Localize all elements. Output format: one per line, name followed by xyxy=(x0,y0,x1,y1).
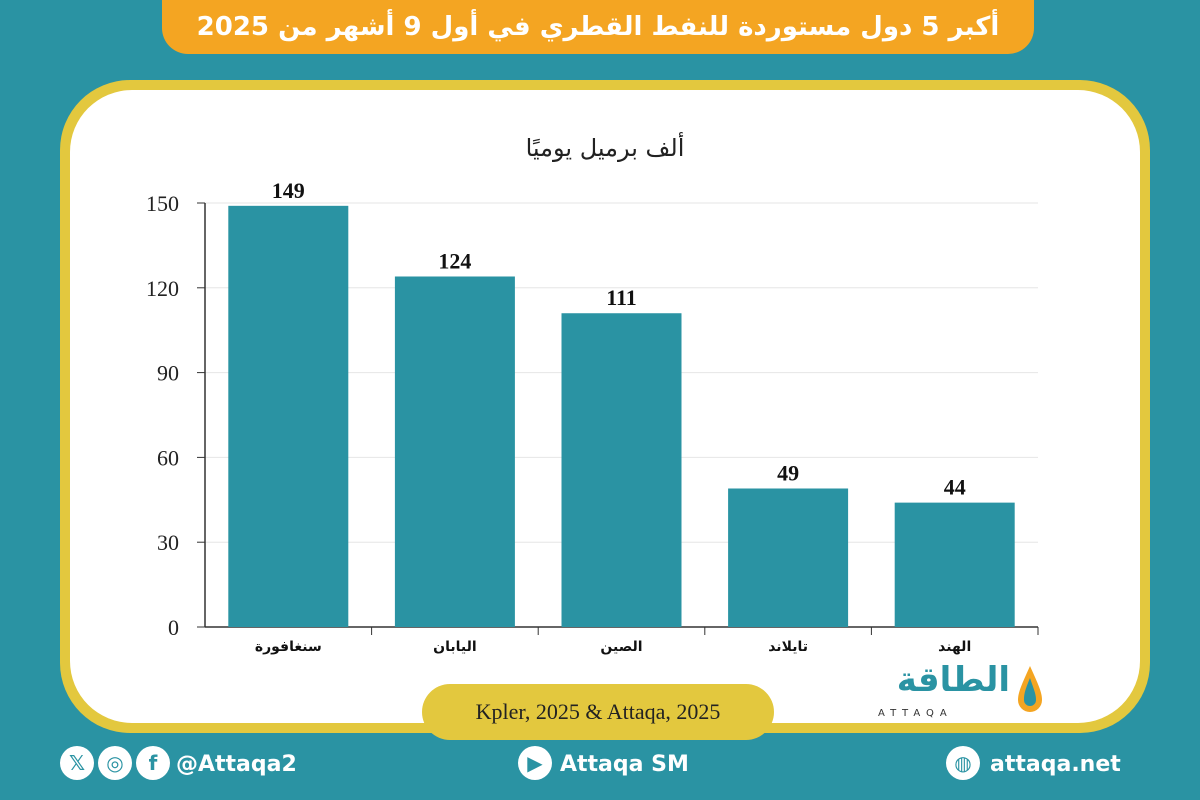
y-tick-label: 30 xyxy=(157,530,179,555)
source-pill: Kpler, 2025 & Attaqa, 2025 xyxy=(422,684,774,740)
y-tick-label: 90 xyxy=(157,361,179,386)
title-banner: أكبر 5 دول مستوردة للنفط القطري في أول 9… xyxy=(162,0,1034,54)
footer: 𝕏 ◎ f @Attaqa2 ▶ Attaqa SM ◍ attaqa.net xyxy=(0,742,1200,800)
bar xyxy=(561,313,682,627)
y-tick-label: 120 xyxy=(146,276,179,301)
bar xyxy=(728,488,849,627)
bar-chart: 0 30 60 90 120 150 149 سنغافورة 124 اليابان 111 الص… xyxy=(146,178,1039,655)
source-text: Kpler, 2025 & Attaqa, 2025 xyxy=(475,699,721,724)
website-link[interactable]: attaqa.net xyxy=(990,752,1121,777)
y-tick-label: 0 xyxy=(168,615,179,640)
logo: الطاقة ATTAQA xyxy=(860,660,1050,726)
x-tick-label: الصين xyxy=(600,639,642,655)
logo-text: الطاقة xyxy=(896,660,1010,700)
x-tick-label: تايلاند xyxy=(768,639,808,655)
chart-card: ألف برميل يوميًا 0 30 60 90 120 150 149 سنغافور… xyxy=(70,90,1140,723)
oil-drop-icon xyxy=(1018,666,1042,712)
x-tick-label: اليابان xyxy=(433,639,477,655)
facebook-icon[interactable]: f xyxy=(136,746,170,780)
globe-icon[interactable]: ◍ xyxy=(946,746,980,780)
data-label: 149 xyxy=(272,178,305,203)
y-unit-label: ألف برميل يوميًا xyxy=(525,134,685,162)
bar xyxy=(394,276,515,627)
y-tick-label: 150 xyxy=(146,191,179,216)
social-handle[interactable]: @Attaqa2 xyxy=(176,752,297,777)
instagram-icon[interactable]: ◎ xyxy=(98,746,132,780)
youtube-channel[interactable]: Attaqa SM xyxy=(560,752,689,777)
y-tick-label: 60 xyxy=(157,445,179,470)
data-label: 124 xyxy=(438,248,471,273)
x-tick-label: سنغافورة xyxy=(255,639,322,655)
logo-subtext: ATTAQA xyxy=(878,708,953,719)
x-tick-label: الهند xyxy=(938,639,971,655)
data-label: 49 xyxy=(777,460,799,485)
bar xyxy=(228,205,349,627)
bar xyxy=(894,502,1015,627)
data-label: 111 xyxy=(606,285,637,310)
data-label: 44 xyxy=(944,475,966,500)
youtube-icon[interactable]: ▶ xyxy=(518,746,552,780)
chart-title: أكبر 5 دول مستوردة للنفط القطري في أول 9… xyxy=(196,12,1000,42)
x-icon[interactable]: 𝕏 xyxy=(60,746,94,780)
